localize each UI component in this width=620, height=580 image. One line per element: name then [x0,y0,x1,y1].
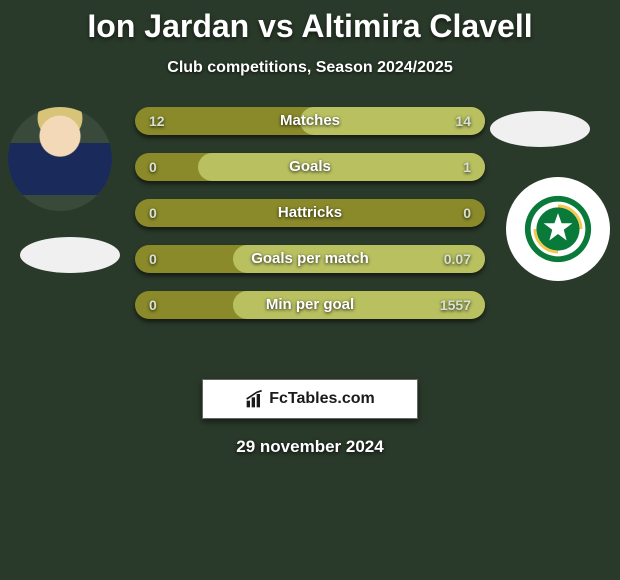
stat-value-left: 12 [149,107,165,135]
player1-flag [20,237,120,273]
player1-avatar [8,107,112,211]
comparison-card: Ion Jardan vs Altimira Clavell Club comp… [0,0,620,440]
player2-avatar [506,177,610,281]
stat-row: Goals per match0 0.07 [135,245,485,273]
stat-row: Min per goal0 1557 [135,291,485,319]
player2-club-crest-icon [522,193,594,265]
stat-value-right: 0.07 [444,245,471,273]
brand-text: FcTables.com [269,390,375,408]
stat-value-right: 0 [463,199,471,227]
stat-label: Goals [135,153,485,181]
stat-value-left: 0 [149,153,157,181]
stat-value-right: 14 [455,107,471,135]
brand-box[interactable]: FcTables.com [202,379,418,419]
main-area: Matches1214Goals01Hattricks00Goals per m… [0,107,620,367]
page-title: Ion Jardan vs Altimira Clavell [0,8,620,45]
stat-value-left: 0 [149,199,157,227]
stat-value-right: 1 [463,153,471,181]
player1-avatar-image [8,107,112,211]
chart-icon [245,389,265,409]
stat-row: Matches12 14 [135,107,485,135]
stats-bars: Matches1214Goals01Hattricks00Goals per m… [135,107,485,337]
stat-label: Min per goal [135,291,485,319]
stat-value-left: 0 [149,245,157,273]
stat-label: Matches [135,107,485,135]
stat-value-right: 1557 [440,291,471,319]
stat-row: Goals0 1 [135,153,485,181]
date: 29 november 2024 [0,437,620,457]
stat-label: Goals per match [135,245,485,273]
stat-label: Hattricks [135,199,485,227]
stat-value-left: 0 [149,291,157,319]
stat-row: Hattricks0 0 [135,199,485,227]
subtitle: Club competitions, Season 2024/2025 [0,59,620,77]
player2-flag [490,111,590,147]
